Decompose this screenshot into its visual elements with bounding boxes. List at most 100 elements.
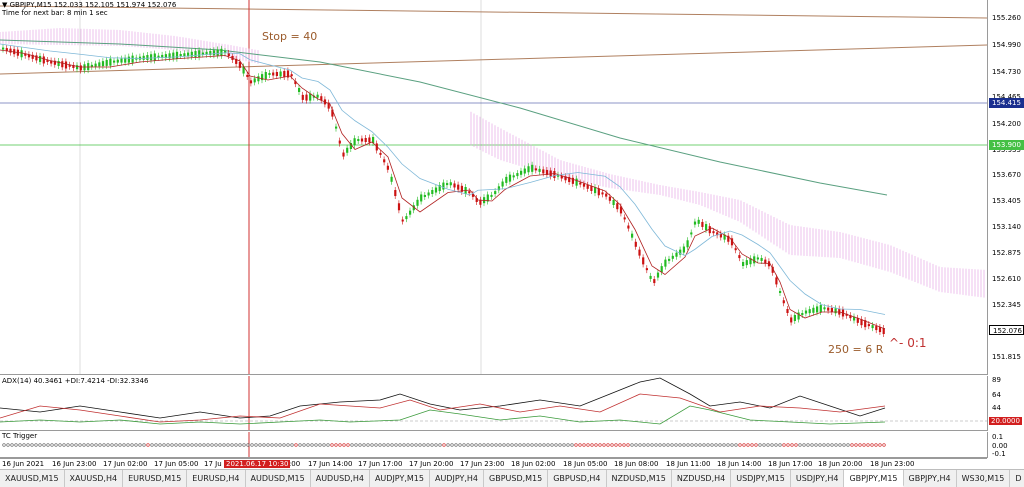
chart-tab[interactable]: EURUSD,H4 bbox=[187, 470, 246, 487]
tc-trigger-dot bbox=[794, 443, 798, 447]
tc-trigger-dot bbox=[158, 443, 162, 447]
candle-body bbox=[549, 170, 552, 177]
tc-trigger-dot bbox=[642, 443, 646, 447]
candle-body bbox=[586, 184, 589, 189]
chart-tab[interactable]: XAUUSD,H4 bbox=[65, 470, 124, 487]
tc-trigger-dot bbox=[754, 443, 758, 447]
chart-tab[interactable]: GBPUSD,H4 bbox=[548, 470, 607, 487]
candle-body bbox=[327, 102, 330, 109]
price-chart-canvas[interactable] bbox=[0, 0, 987, 375]
candle-body bbox=[745, 260, 748, 266]
candle-body bbox=[442, 182, 445, 190]
candle-body bbox=[79, 65, 82, 71]
tc-trigger-dot bbox=[590, 443, 594, 447]
candle-body bbox=[383, 159, 386, 163]
candle-body bbox=[257, 76, 260, 82]
candle-body bbox=[686, 240, 689, 248]
price-chart-pane[interactable]: ▼ GBPJPY,M15 152.033 152.105 151.974 152… bbox=[0, 0, 987, 375]
tc-trigger-dot bbox=[50, 443, 54, 447]
tc-trigger-dot bbox=[34, 443, 38, 447]
candle-body bbox=[749, 258, 752, 265]
candle-body bbox=[157, 55, 160, 58]
adx-axis[interactable]: 89 64 44 20.0000 bbox=[987, 376, 1024, 431]
price-tick-label: 153.140 bbox=[992, 223, 1021, 231]
tc-trigger-dot bbox=[422, 443, 426, 447]
tc-trigger-dot bbox=[542, 443, 546, 447]
candle-body bbox=[57, 61, 60, 66]
adx-canvas[interactable] bbox=[0, 376, 987, 431]
candle-body bbox=[601, 192, 604, 195]
candle-body bbox=[50, 60, 53, 64]
candle-body bbox=[212, 50, 216, 56]
adx-line bbox=[0, 377, 886, 419]
chart-tab[interactable]: USDJPY,M15 bbox=[731, 470, 791, 487]
candle-body bbox=[642, 257, 645, 265]
tc-trigger-dot bbox=[566, 443, 570, 447]
tc-trigger-dot bbox=[66, 443, 70, 447]
chart-tab[interactable]: GBPUSD,M15 bbox=[484, 470, 549, 487]
chart-tab[interactable]: AUDJPY,M15 bbox=[370, 470, 430, 487]
chart-tab[interactable]: XAUUSD,M15 bbox=[0, 470, 65, 487]
chart-tab[interactable]: NZDUSD,M15 bbox=[607, 470, 672, 487]
tc-trigger-dot bbox=[410, 443, 414, 447]
price-axis[interactable]: 155.260 154.990 154.730 154.465 154.200 153.9… bbox=[987, 0, 1024, 375]
tc-trigger-dot bbox=[198, 443, 202, 447]
candle-body bbox=[505, 176, 508, 183]
candlesticks bbox=[2, 44, 885, 338]
candle-body bbox=[816, 306, 819, 313]
candle-body bbox=[331, 109, 334, 117]
chart-tab[interactable]: WS30,M15 bbox=[957, 470, 1011, 487]
candle-body bbox=[716, 232, 719, 236]
candle-body bbox=[150, 54, 153, 61]
candle-body bbox=[742, 262, 745, 266]
chart-tab[interactable]: GBPJPY,H4 bbox=[904, 470, 957, 487]
candle-body bbox=[227, 53, 230, 57]
tc-trigger-dot bbox=[346, 443, 350, 447]
tc-trigger-dot bbox=[706, 443, 710, 447]
chart-tab[interactable]: GBPJPY,M15 bbox=[844, 470, 904, 487]
candle-body bbox=[730, 238, 734, 246]
candle-body bbox=[153, 53, 156, 61]
tc-trigger-dot bbox=[6, 443, 10, 447]
candle-body bbox=[597, 188, 600, 196]
tc-trigger-dot bbox=[686, 443, 690, 447]
tc-trigger-dot bbox=[610, 443, 614, 447]
chart-tab[interactable]: AUDJPY,H4 bbox=[430, 470, 484, 487]
tc-trigger-canvas[interactable] bbox=[0, 432, 987, 458]
candle-body bbox=[290, 74, 293, 77]
tc-trigger-pane[interactable]: TC Trigger bbox=[0, 432, 987, 458]
adx-pane[interactable]: ADX(14) 40.3461 +DI:7.4214 -DI:32.3346 bbox=[0, 376, 987, 431]
trendline-upper bbox=[0, 5, 987, 19]
tc-trigger-dot bbox=[162, 443, 166, 447]
tc-axis[interactable]: 0.1 0.00 -0.1 bbox=[987, 432, 1024, 458]
candle-body bbox=[101, 61, 105, 67]
chart-tab[interactable]: USDJPY,H4 bbox=[791, 470, 845, 487]
tc-trigger-dot bbox=[838, 443, 842, 447]
tc-trigger-dot bbox=[818, 443, 822, 447]
chart-tab[interactable]: AUDUSD,H4 bbox=[311, 470, 370, 487]
candle-body bbox=[286, 70, 290, 78]
chart-tab[interactable]: D bbox=[1010, 470, 1024, 487]
time-axis[interactable]: 16 Jun 2021 16 Jun 23:00 17 Jun 02:00 17 Ju… bbox=[0, 458, 987, 469]
tc-trigger-dot bbox=[194, 443, 198, 447]
chart-tab[interactable]: AUDUSD,M15 bbox=[246, 470, 311, 487]
candle-body bbox=[120, 58, 123, 63]
candle-body bbox=[35, 55, 38, 61]
chart-tab[interactable]: EURUSD,M15 bbox=[123, 470, 188, 487]
tc-tick-label: 0.1 bbox=[992, 433, 1004, 441]
candle-body bbox=[756, 257, 759, 260]
tc-trigger-dot bbox=[702, 443, 706, 447]
tc-trigger-dot bbox=[570, 443, 574, 447]
candle-body bbox=[619, 206, 623, 214]
chart-tab[interactable]: NZDUSD,H4 bbox=[672, 470, 732, 487]
tc-trigger-dot bbox=[90, 443, 94, 447]
tc-trigger-dot bbox=[338, 443, 342, 447]
candle-body bbox=[5, 48, 8, 52]
candle-body bbox=[582, 183, 586, 187]
price-tick-label: 152.610 bbox=[992, 275, 1021, 283]
candle-body bbox=[175, 51, 179, 59]
tc-trigger-dot bbox=[354, 443, 358, 447]
price-tick-label: 153.405 bbox=[992, 197, 1021, 205]
tc-trigger-dot bbox=[742, 443, 746, 447]
candle-body bbox=[357, 139, 360, 141]
